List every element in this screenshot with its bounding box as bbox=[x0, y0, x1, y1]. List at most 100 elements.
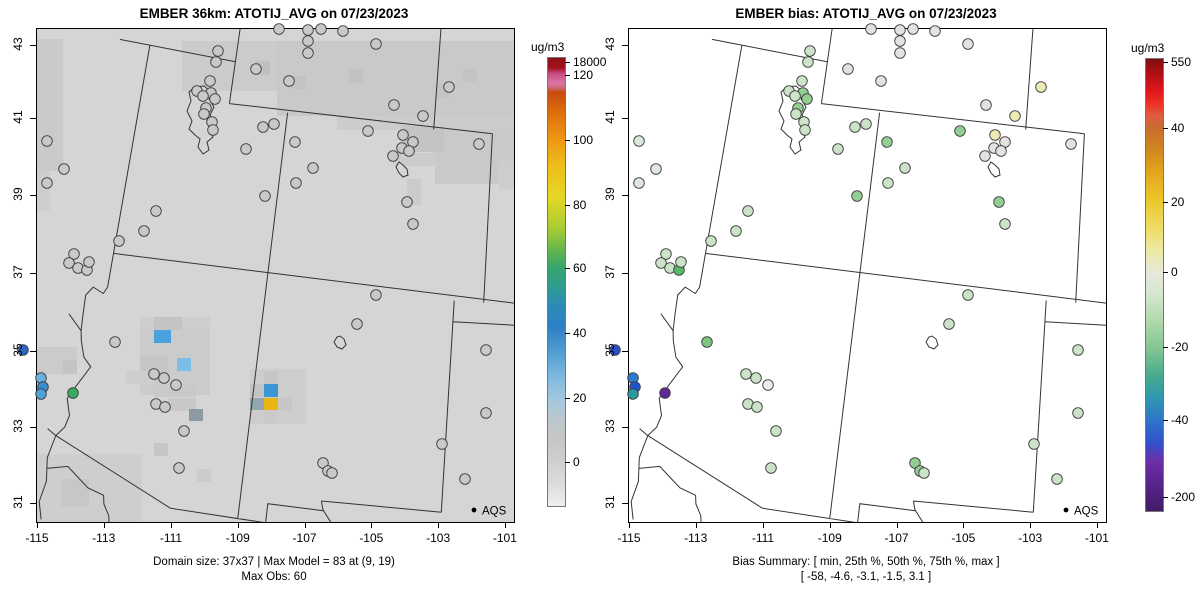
x-axis-tick bbox=[103, 522, 105, 528]
aqs-point bbox=[436, 438, 448, 450]
colorbar-tick bbox=[1163, 420, 1168, 422]
raster-cell bbox=[499, 161, 514, 189]
aqs-point bbox=[660, 248, 672, 260]
aqs-point bbox=[894, 47, 906, 59]
aqs-point bbox=[58, 163, 70, 175]
aqs-points-layer bbox=[17, 23, 492, 485]
aqs-legend-label: AQS bbox=[482, 506, 507, 518]
colorbar-tick bbox=[1163, 62, 1168, 64]
raster-cell bbox=[177, 358, 191, 371]
aqs-point bbox=[459, 473, 471, 485]
aqs-point bbox=[397, 129, 409, 141]
model-map-panel: AQS bbox=[17, 23, 515, 523]
aqs-point bbox=[35, 388, 47, 400]
aqs-point bbox=[401, 196, 413, 208]
right-caption-line1: Bias Summary: [ min, 25th %, 50th %, 75t… bbox=[732, 556, 1000, 568]
aqs-point bbox=[370, 38, 382, 50]
aqs-point bbox=[387, 150, 399, 162]
aqs-point bbox=[705, 235, 717, 247]
x-axis-tick bbox=[237, 522, 239, 528]
aqs-point bbox=[207, 124, 219, 136]
raster-cell bbox=[37, 39, 63, 171]
aqs-point bbox=[832, 143, 844, 155]
aqs-point bbox=[403, 145, 415, 157]
aqs-point bbox=[148, 368, 160, 380]
aqs-point bbox=[302, 35, 314, 47]
aqs-legend-dot bbox=[471, 507, 477, 513]
colorbar-tick-label: 100 bbox=[573, 132, 594, 147]
colorbar-tick-label: -40 bbox=[1171, 413, 1189, 428]
raster-cell bbox=[463, 69, 477, 82]
raster-cell bbox=[278, 398, 292, 410]
aqs-point bbox=[804, 45, 816, 57]
x-axis-tick-label: -105 bbox=[359, 531, 384, 545]
colorbar-tick-label: 40 bbox=[1171, 121, 1185, 136]
aqs-point bbox=[210, 56, 222, 68]
colorbar-tick-label: 60 bbox=[573, 261, 587, 275]
x-axis-tick-label: -109 bbox=[817, 531, 842, 545]
aqs-point bbox=[1072, 407, 1084, 419]
lake-outline bbox=[395, 161, 409, 178]
aqs-point bbox=[751, 401, 763, 413]
colorbar-tick-label: -20 bbox=[1171, 339, 1189, 354]
colorbar-tick-label: -200 bbox=[1171, 489, 1196, 504]
aqs-point bbox=[882, 177, 894, 189]
aqs-point bbox=[765, 462, 777, 474]
x-axis-tick bbox=[304, 522, 306, 528]
colorbar-tick-label: 80 bbox=[573, 197, 587, 212]
x-axis-tick-label: -101 bbox=[492, 531, 517, 545]
raster-cell bbox=[37, 454, 142, 522]
aqs-point bbox=[480, 407, 492, 419]
aqs-point bbox=[337, 25, 349, 37]
aqs-point bbox=[790, 108, 802, 120]
x-axis-tick bbox=[371, 522, 373, 528]
aqs-point bbox=[158, 372, 170, 384]
colorbar-tick bbox=[565, 332, 570, 334]
x-axis-tick-label: -115 bbox=[617, 531, 641, 545]
aqs-point bbox=[259, 190, 271, 202]
aqs-point bbox=[740, 368, 752, 380]
aqs-point bbox=[789, 90, 801, 102]
aqs-point bbox=[240, 143, 252, 155]
aqs-point bbox=[17, 344, 29, 356]
left-panel-title: EMBER 36km: ATOTIJ_AVG on 07/23/2023 bbox=[139, 6, 409, 21]
aqs-point bbox=[796, 75, 808, 87]
y-axis-tick bbox=[30, 350, 36, 352]
aqs-point bbox=[150, 205, 162, 217]
aqs-point bbox=[178, 425, 190, 437]
aqs-point bbox=[473, 138, 485, 150]
aqs-points-layer bbox=[609, 23, 1084, 485]
aqs-point bbox=[907, 23, 919, 35]
aqs-point bbox=[351, 318, 363, 330]
aqs-point bbox=[770, 425, 782, 437]
y-axis-tick bbox=[622, 502, 628, 504]
aqs-point bbox=[113, 235, 125, 247]
raster-cell bbox=[264, 398, 278, 410]
raster-cell bbox=[197, 469, 211, 482]
colorbar-tick bbox=[565, 74, 570, 76]
colorbar-tick-label: 40 bbox=[573, 325, 587, 340]
lake-outline bbox=[925, 335, 939, 350]
aqs-point bbox=[302, 24, 314, 36]
y-axis-tick-label: 31 bbox=[603, 495, 617, 509]
left-colorbar-unit-label: ug/m3 bbox=[531, 40, 565, 54]
x-axis-tick bbox=[1030, 522, 1032, 528]
x-axis-tick bbox=[170, 522, 172, 528]
aqs-point bbox=[730, 225, 742, 237]
aqs-point bbox=[1009, 110, 1021, 122]
aqs-point bbox=[257, 121, 269, 133]
raster-cell bbox=[277, 41, 514, 116]
y-axis-tick bbox=[622, 44, 628, 46]
aqs-point bbox=[894, 24, 906, 36]
x-axis-tick-label: -103 bbox=[426, 531, 451, 545]
y-axis-tick-label: 37 bbox=[11, 265, 25, 279]
x-axis-tick-label: -113 bbox=[684, 531, 708, 545]
aqs-point bbox=[283, 75, 295, 87]
x-axis-tick-label: -115 bbox=[25, 531, 49, 545]
raster-cell bbox=[264, 384, 278, 397]
x-axis-tick-label: -107 bbox=[292, 531, 317, 545]
model-colorbar bbox=[547, 57, 566, 507]
aqs-point bbox=[742, 205, 754, 217]
aqs-point bbox=[273, 23, 285, 35]
x-axis-tick-label: -101 bbox=[1084, 531, 1109, 545]
